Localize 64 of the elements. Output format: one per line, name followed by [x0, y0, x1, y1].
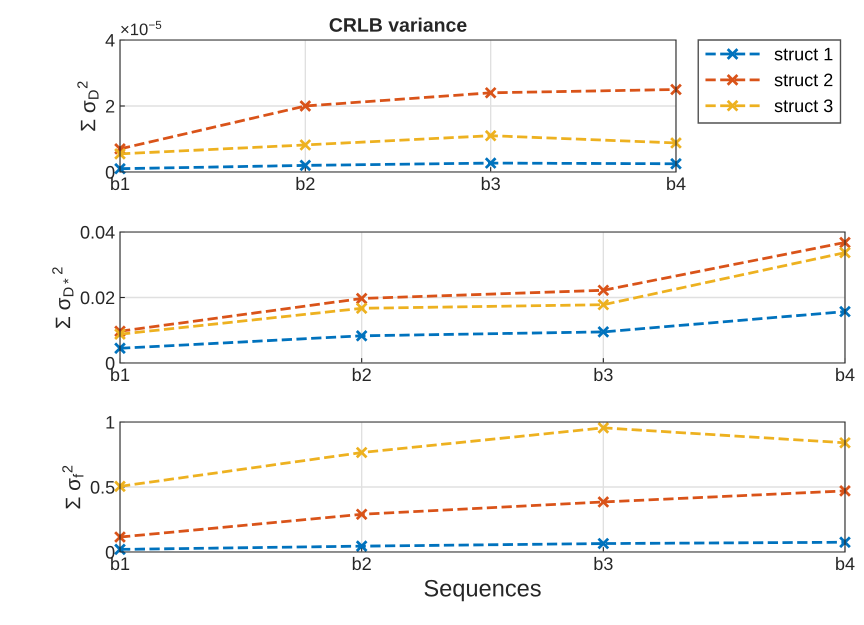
x-tick-label: b3: [594, 556, 613, 570]
x-tick-label: b1: [111, 556, 130, 570]
point: [838, 484, 852, 498]
text: ×10$^{−5}$: [121, 20, 162, 36]
point: [670, 136, 682, 150]
y-axis-title: Σ σ$_{f}$$^{2}$: [62, 466, 84, 509]
y-tick-label: 0: [106, 166, 114, 179]
y-tick-label: 0: [106, 546, 114, 559]
point: [114, 530, 126, 544]
point: [355, 540, 368, 552]
point: [597, 298, 610, 311]
point: [838, 536, 852, 548]
point: [838, 305, 852, 318]
point: [838, 436, 852, 450]
y-axis-title: Σ σ$_{D}$$^{2}$: [77, 81, 98, 131]
point: [114, 328, 126, 340]
point: [114, 480, 126, 493]
point: [355, 446, 368, 459]
x-tick-label: b4: [836, 368, 855, 382]
point: [114, 148, 126, 160]
point: [355, 292, 368, 305]
point: [484, 129, 497, 142]
y-tick-label: 2: [106, 100, 114, 113]
x-tick-label: b4: [667, 176, 686, 190]
y-axis-title: Σ σ$_{D*}$$^{2}$: [52, 267, 74, 328]
point: [597, 422, 610, 434]
x-tick-label: b1: [111, 176, 130, 190]
chart-title: CRLB variance: [330, 18, 466, 32]
point: [484, 156, 497, 170]
point: [597, 496, 610, 508]
point: [670, 158, 682, 170]
y-tick-label: 4: [106, 34, 115, 47]
point: [299, 138, 312, 152]
x-tick-label: b3: [482, 176, 500, 190]
x-axis-title: Sequences: [424, 580, 541, 602]
point: [838, 246, 852, 259]
legend-label: struct 2: [774, 74, 832, 86]
point: [597, 537, 610, 550]
point: [838, 236, 852, 249]
x-tick-label: b2: [352, 556, 371, 570]
y-tick-label: 1: [106, 416, 114, 429]
y-tick-label: 0.5: [90, 480, 114, 494]
point: [355, 302, 368, 315]
x-tick-label: b4: [836, 556, 855, 570]
point: [355, 330, 368, 342]
y-tick-label: 0.04: [80, 226, 115, 239]
legend-label: struct 3: [774, 99, 832, 112]
y-tick-label: 0.02: [80, 291, 114, 304]
point: [114, 162, 126, 175]
legend-label: struct 1: [774, 48, 832, 60]
point: [484, 86, 497, 100]
point: [114, 342, 126, 355]
y-tick-label: 0: [106, 356, 114, 370]
x-tick-label: b2: [296, 176, 314, 190]
x-tick-label: b1: [111, 368, 130, 382]
point: [597, 284, 610, 297]
point: [114, 543, 126, 556]
point: [597, 326, 610, 338]
point: [670, 83, 682, 96]
point: [355, 508, 368, 521]
point: [299, 159, 312, 172]
x-tick-label: b2: [352, 368, 371, 382]
point: [299, 100, 312, 112]
x-tick-label: b3: [594, 368, 613, 382]
